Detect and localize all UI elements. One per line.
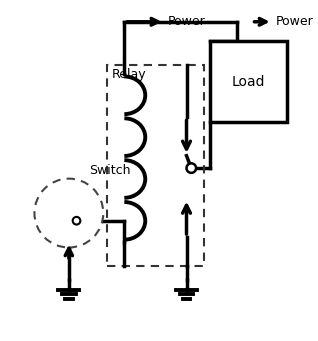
- Text: Power: Power: [275, 15, 313, 28]
- Text: Load: Load: [232, 75, 266, 89]
- Bar: [107, 65, 204, 266]
- Text: Switch: Switch: [89, 164, 130, 177]
- Circle shape: [186, 163, 196, 173]
- Circle shape: [73, 217, 80, 224]
- Circle shape: [34, 179, 103, 248]
- Text: Relay: Relay: [112, 68, 147, 81]
- Text: Power: Power: [167, 15, 205, 28]
- Bar: [211, 41, 287, 122]
